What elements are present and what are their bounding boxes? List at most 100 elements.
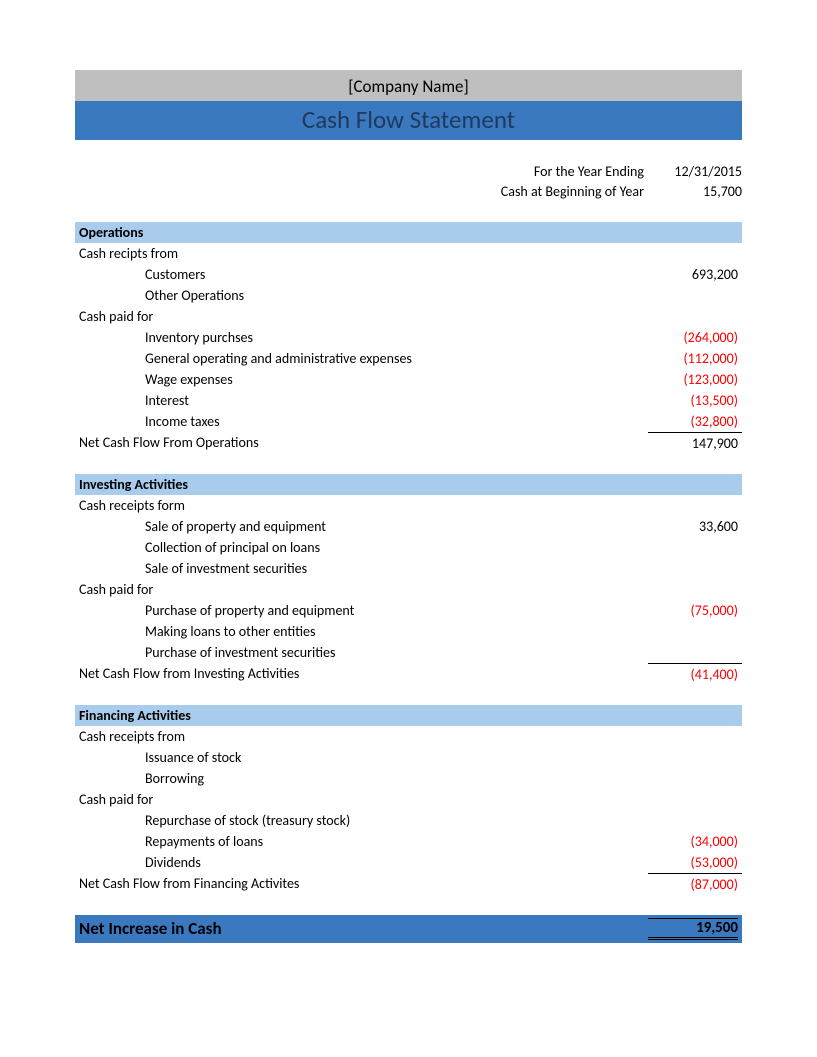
line-item-row: Sale of investment securities bbox=[75, 558, 742, 579]
line-item-label: Borrowing bbox=[75, 768, 648, 789]
line-item-row: Borrowing bbox=[75, 768, 742, 789]
line-item-row: Inventory purchses(264,000) bbox=[75, 327, 742, 348]
line-item-amount bbox=[648, 621, 742, 642]
line-item-amount: (75,000) bbox=[648, 600, 742, 621]
line-item-row: Interest(13,500) bbox=[75, 390, 742, 411]
operations-paid-list: Inventory purchses(264,000)General opera… bbox=[75, 327, 742, 432]
company-name: [Company Name] bbox=[348, 76, 468, 97]
line-item-row: Sale of property and equipment33,600 bbox=[75, 516, 742, 537]
line-item-amount bbox=[648, 558, 742, 579]
line-item-amount bbox=[648, 768, 742, 789]
line-item-label: General operating and administrative exp… bbox=[75, 348, 648, 369]
line-item-amount bbox=[648, 537, 742, 558]
line-item-label: Repayments of loans bbox=[75, 831, 648, 852]
line-item-label: Purchase of investment securities bbox=[75, 642, 648, 663]
operations-subtotal-label: Net Cash Flow From Operations bbox=[75, 432, 648, 454]
financing-subtotal-amount: (87,000) bbox=[648, 873, 742, 895]
financing-receipts-list: Issuance of stockBorrowing bbox=[75, 747, 742, 789]
operations-header: Operations bbox=[75, 222, 742, 243]
line-item-label: Sale of investment securities bbox=[75, 558, 648, 579]
line-item-amount: (112,000) bbox=[648, 348, 742, 369]
financing-receipts-label-row: Cash receipts from bbox=[75, 726, 742, 747]
investing-subtotal-label: Net Cash Flow from Investing Activities bbox=[75, 663, 648, 685]
investing-header: Investing Activities bbox=[75, 474, 742, 495]
line-item-amount: (264,000) bbox=[648, 327, 742, 348]
financing-subtotal-row: Net Cash Flow from Financing Activites (… bbox=[75, 873, 742, 895]
line-item-label: Interest bbox=[75, 390, 648, 411]
section-investing: Investing Activities Cash receipts form … bbox=[75, 474, 742, 685]
line-item-amount: (123,000) bbox=[648, 369, 742, 390]
net-increase-label: Net Increase in Cash bbox=[79, 918, 648, 940]
line-item-row: Repurchase of stock (treasury stock) bbox=[75, 810, 742, 831]
line-item-amount: (34,000) bbox=[648, 831, 742, 852]
line-item-row: Collection of principal on loans bbox=[75, 537, 742, 558]
year-ending-value: 12/31/2015 bbox=[662, 162, 742, 182]
line-item-row: Wage expenses(123,000) bbox=[75, 369, 742, 390]
line-item-label: Wage expenses bbox=[75, 369, 648, 390]
document-title: Cash Flow Statement bbox=[302, 104, 515, 135]
line-item-row: Making loans to other entities bbox=[75, 621, 742, 642]
investing-receipts-label-row: Cash receipts form bbox=[75, 495, 742, 516]
line-item-label: Other Operations bbox=[75, 285, 648, 306]
operations-receipts-label-row: Cash recipts from bbox=[75, 243, 742, 264]
meta-row-year-ending: For the Year Ending 12/31/2015 bbox=[75, 162, 742, 182]
investing-subtotal-row: Net Cash Flow from Investing Activities … bbox=[75, 663, 742, 685]
net-increase-bar: Net Increase in Cash 19,500 bbox=[75, 915, 742, 943]
line-item-amount: 33,600 bbox=[648, 516, 742, 537]
line-item-amount: (13,500) bbox=[648, 390, 742, 411]
year-ending-label: For the Year Ending bbox=[534, 162, 662, 182]
line-item-label: Purchase of property and equipment bbox=[75, 600, 648, 621]
line-item-label: Repurchase of stock (treasury stock) bbox=[75, 810, 648, 831]
financing-subtotal-label: Net Cash Flow from Financing Activites bbox=[75, 873, 648, 895]
line-item-amount bbox=[648, 747, 742, 768]
operations-subtotal-amount: 147,900 bbox=[648, 432, 742, 454]
line-item-row: Repayments of loans(34,000) bbox=[75, 831, 742, 852]
line-item-amount: 693,200 bbox=[648, 264, 742, 285]
line-item-label: Sale of property and equipment bbox=[75, 516, 648, 537]
cash-flow-statement-page: [Company Name] Cash Flow Statement For t… bbox=[0, 0, 817, 1057]
line-item-label: Collection of principal on loans bbox=[75, 537, 648, 558]
line-item-label: Inventory purchses bbox=[75, 327, 648, 348]
beginning-cash-value: 15,700 bbox=[662, 182, 742, 202]
operations-paid-label: Cash paid for bbox=[75, 306, 648, 327]
financing-paid-label: Cash paid for bbox=[75, 789, 648, 810]
operations-subtotal-row: Net Cash Flow From Operations 147,900 bbox=[75, 432, 742, 454]
line-item-label: Income taxes bbox=[75, 411, 648, 432]
meta-block: For the Year Ending 12/31/2015 Cash at B… bbox=[75, 162, 742, 202]
line-item-row: Customers693,200 bbox=[75, 264, 742, 285]
line-item-row: Other Operations bbox=[75, 285, 742, 306]
line-item-label: Making loans to other entities bbox=[75, 621, 648, 642]
line-item-row: General operating and administrative exp… bbox=[75, 348, 742, 369]
line-item-amount bbox=[648, 285, 742, 306]
net-increase-amount: 19,500 bbox=[648, 918, 738, 940]
line-item-row: Issuance of stock bbox=[75, 747, 742, 768]
investing-receipts-label: Cash receipts form bbox=[75, 495, 648, 516]
investing-paid-list: Purchase of property and equipment(75,00… bbox=[75, 600, 742, 663]
investing-receipts-list: Sale of property and equipment33,600Coll… bbox=[75, 516, 742, 579]
financing-paid-list: Repurchase of stock (treasury stock)Repa… bbox=[75, 810, 742, 873]
line-item-amount: (32,800) bbox=[648, 411, 742, 432]
section-operations: Operations Cash recipts from Customers69… bbox=[75, 222, 742, 454]
company-name-bar: [Company Name] bbox=[75, 70, 742, 101]
line-item-amount: (53,000) bbox=[648, 852, 742, 873]
line-item-amount bbox=[648, 642, 742, 663]
investing-paid-label-row: Cash paid for bbox=[75, 579, 742, 600]
line-item-amount bbox=[648, 810, 742, 831]
operations-receipts-label: Cash recipts from bbox=[75, 243, 648, 264]
line-item-label: Issuance of stock bbox=[75, 747, 648, 768]
line-item-row: Purchase of investment securities bbox=[75, 642, 742, 663]
financing-header: Financing Activities bbox=[75, 705, 742, 726]
document-title-bar: Cash Flow Statement bbox=[75, 101, 742, 140]
operations-paid-label-row: Cash paid for bbox=[75, 306, 742, 327]
financing-paid-label-row: Cash paid for bbox=[75, 789, 742, 810]
line-item-label: Dividends bbox=[75, 852, 648, 873]
financing-receipts-label: Cash receipts from bbox=[75, 726, 648, 747]
beginning-cash-label: Cash at Beginning of Year bbox=[501, 182, 662, 202]
line-item-row: Purchase of property and equipment(75,00… bbox=[75, 600, 742, 621]
section-financing: Financing Activities Cash receipts from … bbox=[75, 705, 742, 895]
operations-receipts-list: Customers693,200Other Operations bbox=[75, 264, 742, 306]
line-item-label: Customers bbox=[75, 264, 648, 285]
line-item-row: Income taxes(32,800) bbox=[75, 411, 742, 432]
meta-row-beginning-cash: Cash at Beginning of Year 15,700 bbox=[75, 182, 742, 202]
investing-paid-label: Cash paid for bbox=[75, 579, 648, 600]
